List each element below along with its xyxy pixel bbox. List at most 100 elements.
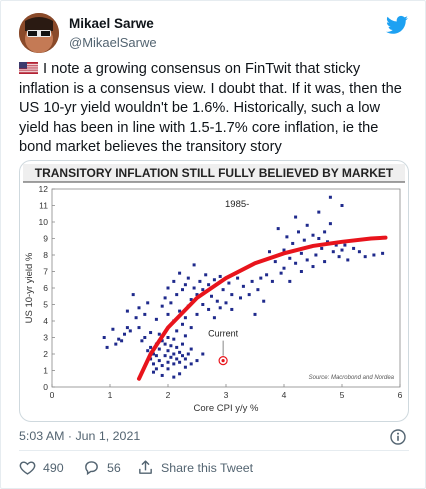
- data-point: [328, 222, 332, 226]
- data-point: [323, 260, 327, 264]
- data-point: [166, 349, 170, 353]
- data-point: [363, 255, 367, 259]
- data-point: [152, 352, 155, 356]
- data-point: [175, 329, 179, 333]
- data-point: [154, 367, 158, 371]
- data-point: [120, 339, 124, 343]
- x-tick-label: 4: [282, 390, 287, 400]
- data-point: [268, 250, 271, 254]
- data-point: [305, 258, 309, 262]
- info-icon[interactable]: [390, 429, 406, 445]
- data-point: [166, 286, 170, 290]
- share-label: Share this Tweet: [161, 460, 254, 475]
- data-point: [123, 332, 126, 336]
- data-point: [178, 271, 182, 275]
- data-point: [183, 316, 187, 320]
- y-tick-label: 0: [43, 382, 48, 392]
- data-point: [207, 283, 211, 287]
- data-point: [294, 261, 298, 265]
- x-tick-label: 1: [108, 390, 113, 400]
- avatar[interactable]: [19, 13, 59, 53]
- data-point: [125, 309, 129, 313]
- data-point: [236, 276, 240, 280]
- data-point: [166, 360, 170, 364]
- data-point: [207, 307, 211, 311]
- data-point: [265, 273, 269, 277]
- data-point: [160, 364, 164, 368]
- share-button[interactable]: Share this Tweet: [137, 459, 253, 476]
- data-point: [181, 322, 184, 326]
- data-point: [114, 342, 118, 346]
- like-button[interactable]: 490: [19, 459, 64, 476]
- y-tick-label: 1: [43, 366, 48, 376]
- data-point: [340, 248, 344, 252]
- twitter-bird-icon[interactable]: [386, 15, 408, 35]
- data-point: [175, 357, 179, 361]
- y-tick-label: 11: [39, 201, 48, 211]
- data-point: [163, 354, 167, 358]
- y-tick-label: 3: [43, 333, 48, 343]
- data-point: [201, 288, 205, 292]
- y-tick-label: 7: [43, 267, 48, 277]
- source-note: Source: Macrobond and Nordea: [309, 375, 395, 381]
- data-point: [172, 375, 176, 379]
- data-point: [183, 334, 187, 338]
- data-point: [178, 372, 182, 376]
- data-point: [169, 301, 173, 305]
- data-point: [328, 195, 332, 199]
- reply-button[interactable]: 56: [83, 459, 121, 476]
- data-point: [215, 299, 219, 303]
- data-point: [343, 243, 347, 247]
- data-point: [105, 345, 109, 349]
- x-tick-label: 2: [166, 390, 171, 400]
- data-point: [102, 336, 106, 339]
- data-point: [146, 349, 150, 353]
- data-point: [143, 312, 147, 316]
- data-point: [239, 296, 242, 300]
- data-point: [320, 246, 324, 250]
- data-point: [230, 293, 234, 297]
- data-point: [152, 362, 155, 366]
- timestamp[interactable]: 5:03 AM · Jun 1, 2021: [19, 429, 141, 443]
- like-count: 490: [43, 460, 64, 475]
- data-point: [253, 312, 257, 316]
- data-point: [372, 253, 376, 257]
- data-point: [201, 352, 205, 356]
- data-point: [192, 286, 196, 290]
- data-point: [285, 235, 289, 239]
- us-flag-icon: [19, 62, 38, 74]
- data-point: [195, 293, 199, 297]
- x-tick-label: 5: [340, 390, 345, 400]
- data-point: [137, 306, 141, 310]
- data-point: [152, 370, 155, 374]
- data-point: [183, 365, 187, 369]
- data-point: [317, 210, 321, 214]
- data-point: [172, 279, 176, 283]
- data-point: [186, 276, 190, 280]
- reply-bubble-icon: [85, 461, 98, 476]
- data-point: [204, 273, 208, 277]
- data-point: [282, 248, 286, 252]
- data-point: [166, 312, 170, 316]
- data-point: [299, 270, 303, 273]
- data-point: [149, 345, 153, 349]
- data-point: [172, 337, 176, 341]
- data-point: [125, 326, 129, 330]
- data-point: [160, 304, 164, 308]
- author-name[interactable]: Mikael Sarwe: [69, 16, 154, 31]
- x-tick-label: 0: [50, 390, 55, 400]
- tweet-image[interactable]: TRANSITORY INFLATION STILL FULLY BELIEVE…: [19, 160, 409, 422]
- period-label: 1985-: [225, 199, 249, 210]
- data-point: [166, 367, 170, 371]
- data-point: [186, 352, 190, 356]
- x-tick-label: 6: [398, 390, 403, 400]
- data-point: [183, 283, 187, 287]
- data-point: [250, 279, 254, 283]
- x-axis-label: Core CPI y/y %: [194, 403, 259, 414]
- data-point: [256, 288, 260, 292]
- data-point: [178, 309, 182, 313]
- data-point: [163, 296, 167, 300]
- data-point: [189, 298, 193, 302]
- author-handle[interactable]: @MikaelSarwe: [69, 35, 157, 50]
